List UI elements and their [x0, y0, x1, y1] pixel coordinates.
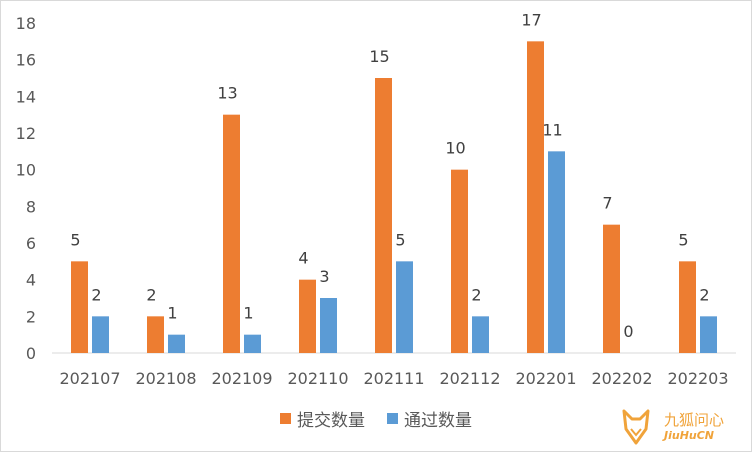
data-label: 4: [298, 249, 308, 268]
fox-logo-icon: [622, 409, 650, 445]
bar-submitted: [527, 41, 544, 353]
y-tick-label: 12: [16, 124, 36, 143]
bar-passed: [700, 316, 717, 353]
bar-passed: [320, 298, 337, 353]
data-label: 17: [521, 10, 541, 29]
bar-submitted: [603, 224, 620, 353]
bar-passed: [548, 151, 565, 353]
bar-submitted: [679, 261, 696, 353]
legend: 提交数量 通过数量: [0, 406, 752, 431]
y-tick-label: 2: [26, 307, 36, 326]
data-label: 1: [243, 304, 253, 323]
watermark-subtext: JiuHuCN: [664, 429, 715, 442]
data-label: 13: [217, 84, 237, 103]
x-tick-label: 202201: [515, 369, 576, 388]
x-tick-label: 202202: [591, 369, 652, 388]
y-tick-label: 18: [16, 14, 36, 33]
data-label: 5: [395, 230, 405, 249]
bar-submitted: [71, 261, 88, 353]
y-tick-label: 6: [26, 234, 36, 253]
y-tick-label: 8: [26, 197, 36, 216]
x-tick-label: 202108: [135, 369, 196, 388]
watermark-text: 九狐问心: [664, 411, 725, 429]
x-tick-label: 202110: [287, 369, 348, 388]
bar-passed: [92, 316, 109, 353]
y-tick-label: 10: [16, 161, 36, 180]
data-label: 2: [471, 285, 481, 304]
bar-passed: [244, 334, 261, 353]
bar-passed: [396, 261, 413, 353]
x-tick-label: 202112: [439, 369, 500, 388]
legend-label: 通过数量: [404, 411, 472, 431]
bar-submitted: [147, 316, 164, 353]
data-label: 15: [369, 47, 389, 66]
data-label: 7: [602, 194, 612, 213]
data-label: 2: [146, 285, 156, 304]
x-tick-label: 202107: [59, 369, 120, 388]
bar-submitted: [375, 78, 392, 353]
x-tick-label: 202111: [363, 369, 424, 388]
bar-submitted: [299, 279, 316, 353]
legend-swatch: [280, 413, 291, 424]
bar-submitted: [223, 114, 240, 354]
bar-passed: [168, 334, 185, 353]
data-label: 2: [699, 285, 709, 304]
legend-item: 提交数量: [280, 406, 365, 431]
data-label: 1: [167, 304, 177, 323]
legend-swatch: [387, 413, 398, 424]
data-label: 11: [542, 120, 562, 139]
y-tick-label: 16: [16, 51, 36, 70]
bar-submitted: [451, 169, 468, 353]
x-tick-label: 202203: [667, 369, 728, 388]
y-tick-label: 0: [26, 344, 36, 363]
y-tick-label: 14: [16, 87, 36, 106]
y-tick-label: 4: [26, 271, 36, 290]
legend-label: 提交数量: [297, 411, 365, 431]
x-tick-label: 202109: [211, 369, 272, 388]
data-label: 2: [91, 285, 101, 304]
data-label: 10: [445, 139, 465, 158]
data-label: 3: [319, 267, 329, 286]
data-label: 5: [678, 230, 688, 249]
data-label: 0: [623, 322, 633, 341]
legend-item: 通过数量: [387, 406, 472, 431]
data-label: 5: [70, 230, 80, 249]
bar-passed: [472, 316, 489, 353]
